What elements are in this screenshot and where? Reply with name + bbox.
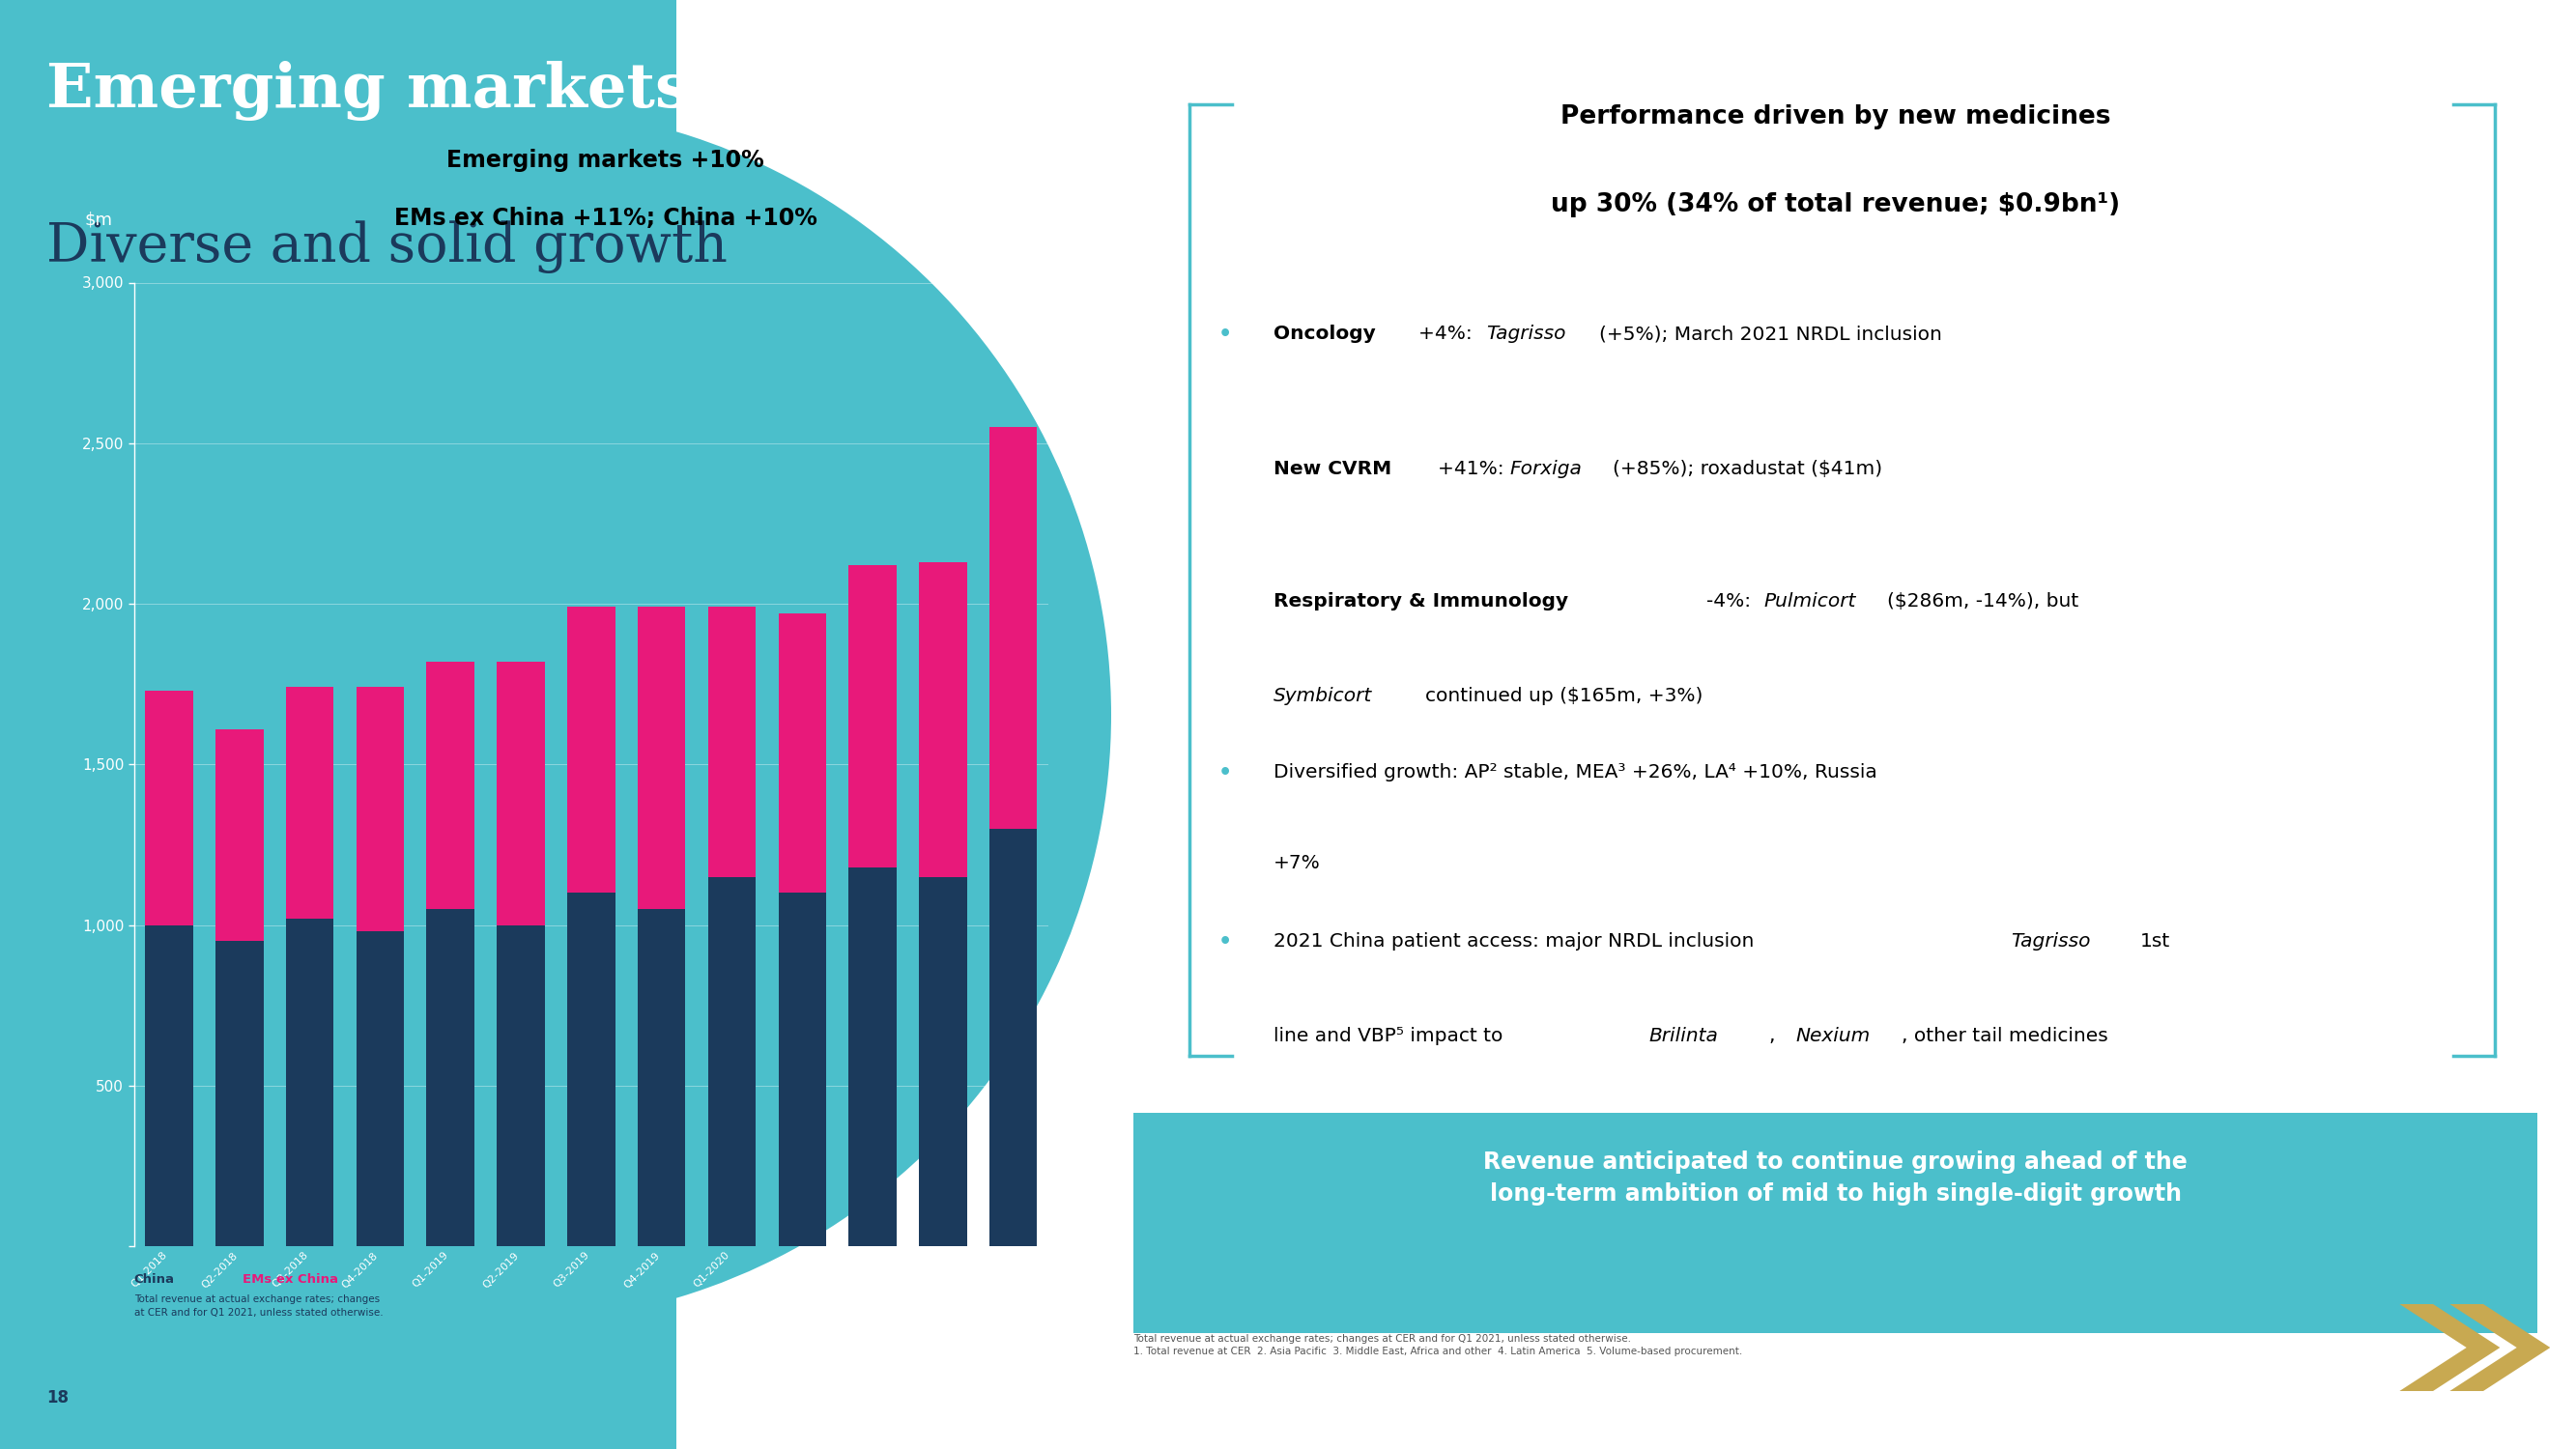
Bar (216, 940, 263, 1246)
Text: •: • (1218, 932, 1231, 952)
Bar (286, 687, 335, 919)
Text: Performance driven by new medicines: Performance driven by new medicines (1561, 104, 2110, 129)
Bar (428, 909, 474, 1246)
Text: EMs ex China: EMs ex China (242, 1272, 337, 1285)
Polygon shape (0, 0, 677, 1449)
Text: Pulmicort: Pulmicort (1765, 591, 1855, 610)
Text: continued up ($165m, +3%): continued up ($165m, +3%) (1425, 687, 1703, 704)
Text: (+5%); March 2021 NRDL inclusion: (+5%); March 2021 NRDL inclusion (1600, 325, 1942, 343)
FancyBboxPatch shape (1133, 1113, 2537, 1333)
Bar (639, 607, 685, 909)
Text: Forxiga: Forxiga (1510, 459, 1582, 478)
Text: Tagrisso: Tagrisso (1486, 325, 1566, 343)
Text: $m: $m (85, 212, 113, 229)
Text: 1st: 1st (2141, 932, 2169, 951)
Text: Respiratory & Immunology: Respiratory & Immunology (1273, 591, 1569, 610)
Text: EMs ex China +11%; China +10%: EMs ex China +11%; China +10% (394, 206, 817, 229)
Text: Nexium: Nexium (1795, 1027, 1870, 1045)
Bar (497, 662, 544, 924)
Text: •: • (1218, 325, 1231, 343)
Text: 2021 China patient access: major NRDL inclusion: 2021 China patient access: major NRDL in… (1273, 932, 1759, 951)
Text: Oncology: Oncology (1273, 325, 1376, 343)
Bar (920, 562, 966, 877)
Bar (355, 932, 404, 1246)
Text: Emerging markets: Emerging markets (46, 61, 690, 120)
Text: Emerging markets +10%: Emerging markets +10% (446, 148, 765, 171)
Bar (567, 607, 616, 893)
Text: , other tail medicines: , other tail medicines (1901, 1027, 2107, 1045)
Text: -4%:: -4%: (1705, 591, 1757, 610)
Bar (708, 877, 755, 1246)
Bar (216, 729, 263, 940)
Text: •: • (1218, 764, 1231, 782)
Bar (989, 829, 1038, 1246)
Bar (848, 867, 896, 1246)
Text: Revenue anticipated to continue growing ahead of the
long-term ambition of mid t: Revenue anticipated to continue growing … (1484, 1151, 2187, 1206)
Polygon shape (2450, 1304, 2550, 1391)
Bar (497, 924, 544, 1246)
Text: up 30% (34% of total revenue; $0.9bn¹): up 30% (34% of total revenue; $0.9bn¹) (1551, 193, 2120, 217)
Text: Brilinta: Brilinta (1649, 1027, 1718, 1045)
Bar (567, 893, 616, 1246)
Polygon shape (2401, 1304, 2499, 1391)
Text: ,: , (1770, 1027, 1783, 1045)
Bar (778, 893, 827, 1246)
Text: Diversified growth: AP² stable, MEA³ +26%, LA⁴ +10%, Russia: Diversified growth: AP² stable, MEA³ +26… (1273, 764, 1878, 781)
Bar (144, 924, 193, 1246)
Circle shape (0, 106, 1110, 1323)
Text: line and VBP⁵ impact to: line and VBP⁵ impact to (1273, 1027, 1510, 1045)
Text: ($286m, -14%), but: ($286m, -14%), but (1888, 591, 2079, 610)
Bar (286, 919, 335, 1246)
Bar (355, 687, 404, 932)
Text: Diverse and solid growth: Diverse and solid growth (46, 220, 726, 272)
Bar (848, 565, 896, 867)
Text: +41%:: +41%: (1437, 459, 1510, 478)
Bar (428, 662, 474, 909)
Text: Total revenue at actual exchange rates; changes at CER and for Q1 2021, unless s: Total revenue at actual exchange rates; … (1133, 1335, 1741, 1356)
Text: +4%:: +4%: (1419, 325, 1479, 343)
Text: New CVRM: New CVRM (1273, 459, 1391, 478)
Text: 18: 18 (46, 1390, 70, 1407)
Text: +7%: +7% (1273, 853, 1321, 872)
Bar (778, 613, 827, 893)
Text: (+85%); roxadustat ($41m): (+85%); roxadustat ($41m) (1613, 459, 1883, 478)
Bar (920, 877, 966, 1246)
Text: Tagrisso: Tagrisso (2012, 932, 2092, 951)
Bar (989, 427, 1038, 829)
Text: Symbicort: Symbicort (1273, 687, 1373, 704)
Bar (708, 607, 755, 877)
Bar (144, 691, 193, 924)
Bar (639, 909, 685, 1246)
Text: China: China (134, 1272, 175, 1285)
Text: Total revenue at actual exchange rates; changes
at CER and for Q1 2021, unless s: Total revenue at actual exchange rates; … (134, 1294, 384, 1317)
